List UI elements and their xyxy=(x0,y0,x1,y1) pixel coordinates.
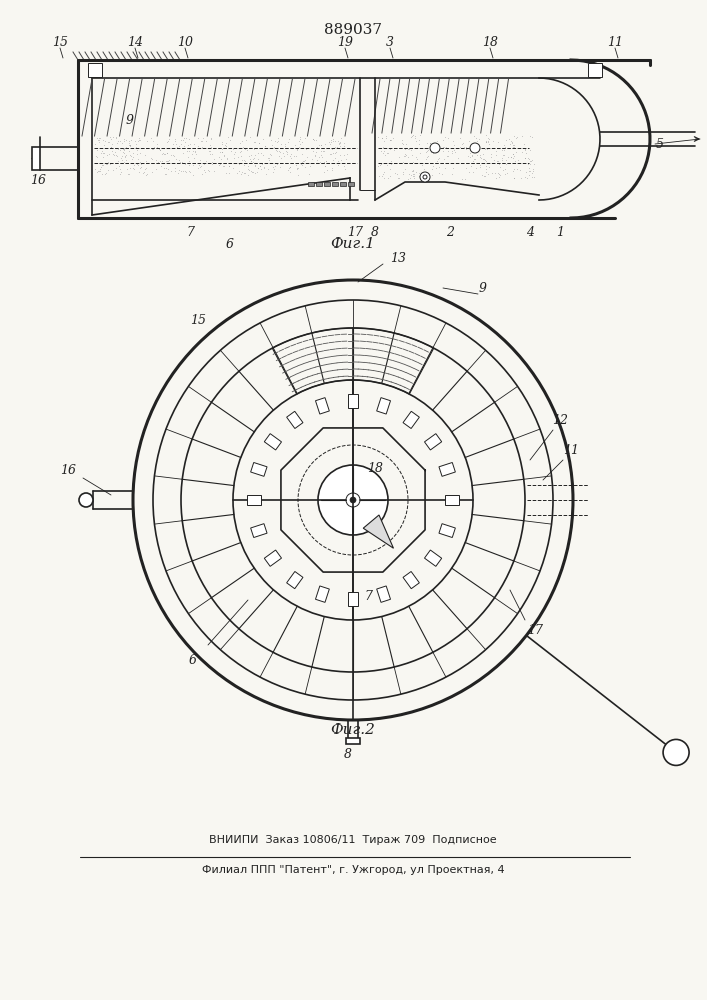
Text: 3: 3 xyxy=(386,35,394,48)
Bar xyxy=(439,462,455,476)
Bar xyxy=(445,495,459,505)
Text: 889037: 889037 xyxy=(324,23,382,37)
Bar xyxy=(348,592,358,606)
Text: Фиг.1: Фиг.1 xyxy=(331,237,375,251)
Text: 9: 9 xyxy=(479,282,487,294)
Bar xyxy=(340,182,346,186)
Circle shape xyxy=(346,493,360,507)
Text: 6: 6 xyxy=(189,654,197,666)
Text: 8: 8 xyxy=(344,748,352,762)
Bar xyxy=(286,411,303,429)
Bar xyxy=(264,550,281,566)
Text: 13: 13 xyxy=(390,251,406,264)
Bar xyxy=(88,63,102,77)
Bar xyxy=(315,586,329,602)
Text: 17: 17 xyxy=(347,226,363,238)
Text: 16: 16 xyxy=(30,174,46,186)
Circle shape xyxy=(420,172,430,182)
Bar xyxy=(286,571,303,589)
Text: 7: 7 xyxy=(364,589,372,602)
Text: 14: 14 xyxy=(127,35,143,48)
Bar xyxy=(251,462,267,476)
Circle shape xyxy=(470,143,480,153)
Bar xyxy=(332,182,338,186)
Bar xyxy=(346,738,360,744)
Text: ВНИИПИ  Заказ 10806/11  Тираж 709  Подписное: ВНИИПИ Заказ 10806/11 Тираж 709 Подписно… xyxy=(209,835,497,845)
Text: 9: 9 xyxy=(126,113,134,126)
Bar xyxy=(264,434,281,450)
Text: Филиал ППП "Патент", г. Ужгород, ул Проектная, 4: Филиал ППП "Патент", г. Ужгород, ул Прое… xyxy=(201,865,504,875)
Text: 11: 11 xyxy=(563,444,579,456)
Bar xyxy=(348,394,358,408)
Text: 16: 16 xyxy=(60,464,76,477)
Text: 18: 18 xyxy=(482,35,498,48)
Bar xyxy=(377,398,390,414)
Text: 15: 15 xyxy=(190,314,206,326)
Bar xyxy=(403,411,419,429)
Text: Фиг.2: Фиг.2 xyxy=(331,723,375,737)
Bar xyxy=(348,182,354,186)
Text: 6: 6 xyxy=(226,238,234,251)
Text: 1: 1 xyxy=(556,226,564,238)
Bar xyxy=(247,495,261,505)
Text: 18: 18 xyxy=(367,462,383,475)
Circle shape xyxy=(79,493,93,507)
Text: 17: 17 xyxy=(527,624,543,637)
Bar xyxy=(316,182,322,186)
Bar xyxy=(251,524,267,538)
Text: 2: 2 xyxy=(446,226,454,238)
Bar xyxy=(588,63,602,77)
Bar xyxy=(439,524,455,538)
Circle shape xyxy=(318,465,388,535)
Bar xyxy=(424,550,442,566)
Bar xyxy=(403,571,419,589)
Text: 5: 5 xyxy=(656,137,664,150)
Circle shape xyxy=(663,739,689,765)
Text: 11: 11 xyxy=(607,35,623,48)
Bar xyxy=(377,586,390,602)
Bar xyxy=(32,147,40,170)
Text: 7: 7 xyxy=(186,226,194,238)
Circle shape xyxy=(350,497,356,503)
Bar xyxy=(324,182,330,186)
Polygon shape xyxy=(363,515,394,548)
Text: 19: 19 xyxy=(337,35,353,48)
Text: 8: 8 xyxy=(371,226,379,238)
Bar xyxy=(315,398,329,414)
Text: 4: 4 xyxy=(526,226,534,238)
Bar xyxy=(424,434,442,450)
Circle shape xyxy=(430,143,440,153)
Text: 12: 12 xyxy=(552,414,568,426)
Text: 10: 10 xyxy=(177,35,193,48)
Bar xyxy=(308,182,314,186)
Text: 15: 15 xyxy=(52,35,68,48)
